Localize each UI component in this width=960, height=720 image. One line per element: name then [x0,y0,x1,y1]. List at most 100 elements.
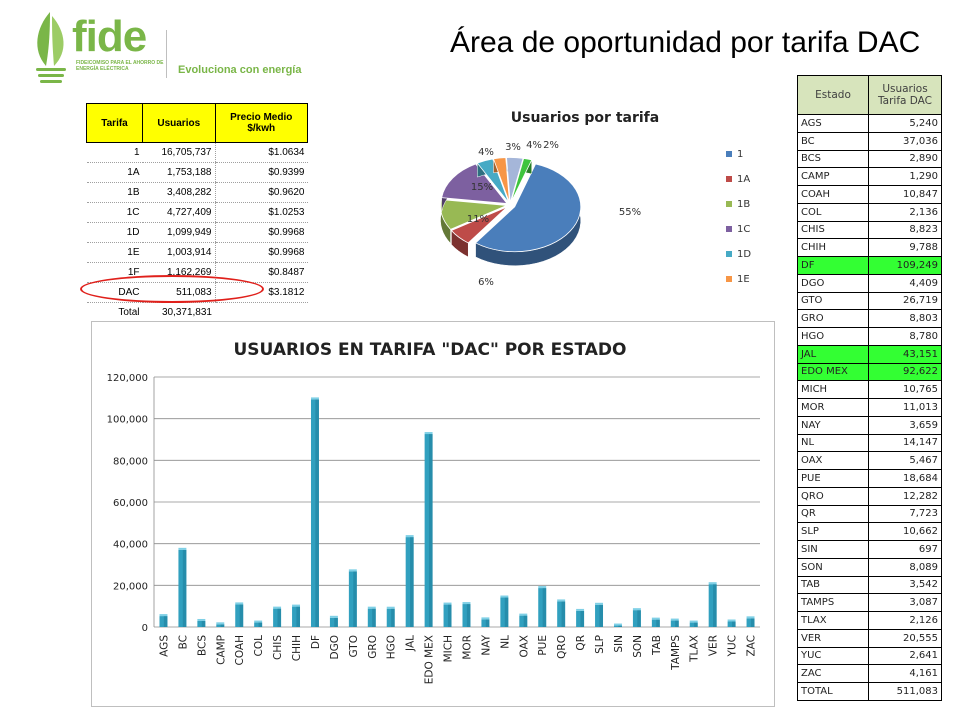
x-tick-label: BCS [196,635,208,656]
bar [632,610,641,627]
x-tick-label: COAH [234,635,246,666]
logo-tagline: Evoluciona con energía [178,64,302,76]
bar-top [178,547,187,550]
pie-slice-label: 11% [467,214,489,225]
bar [235,604,244,627]
x-tick-label: CHIH [291,635,303,661]
table-row: BC 37,036 [797,131,942,151]
y-tick-label: 60,000 [113,498,148,509]
estado-cell: SLP [797,522,869,541]
legend-swatch [726,176,732,182]
estado-cell: BCS [797,149,869,169]
bar-shade [239,604,244,627]
valor-cell: 37,036 [868,131,942,151]
estado-cell: EDO MEX [797,362,869,382]
bar-top [254,620,263,623]
valor-cell: 8,803 [868,309,942,328]
precio-cell: $0.9968 [214,242,308,263]
estado-cell: SIN [797,540,869,559]
valor-cell: 26,719 [868,291,942,311]
bar [613,625,622,627]
x-tick-label: SLP [594,635,606,654]
bar-shade [694,622,698,627]
precio-cell: $0.9399 [214,162,308,183]
usuarios-cell: 1,003,914 [142,242,215,263]
bar [689,622,698,627]
bar-shade [315,399,319,627]
total-label: Total [118,307,140,318]
bar-top [538,586,547,589]
table-row: QR 7,723 [797,504,942,524]
bar-top [670,618,679,621]
bar [462,604,471,627]
table-total-row: TOTAL 511,083 [797,682,942,701]
estado-cell: JAL [797,344,869,364]
table-row: TLAX 2,126 [797,611,942,630]
bar-top [651,617,660,620]
table-row: GRO 8,803 [797,309,942,328]
bar-shade [485,619,490,627]
pie-slice-label: 4% [526,140,542,151]
x-tick-label: SIN [613,635,625,653]
legend-label: 1C [737,224,750,235]
x-tick-label: DGO [329,635,341,660]
table-row: DGO 4,409 [797,273,942,293]
bar-top [348,569,357,572]
estado-cell: GRO [797,309,869,328]
bar [651,619,660,627]
table-row: COL 2,136 [797,202,942,222]
estado-cell: CHIH [797,238,869,257]
x-tick-label: PUE [537,635,549,656]
bar-top [576,608,585,611]
bar-top [613,623,622,626]
bar [746,618,755,627]
table-row: AGS 5,240 [797,114,942,133]
x-tick-label: HGO [386,635,398,659]
pie-slice [510,157,533,203]
bar-shade [391,608,395,627]
table-row: SON 8,089 [797,557,942,577]
bar-chart-title: USUARIOS EN TARIFA "DAC" POR ESTADO [233,340,626,360]
legend-label: 1A [737,174,750,185]
x-tick-label: CHIS [272,635,284,660]
valor-cell: 2,641 [868,646,942,666]
y-tick-label: 40,000 [113,540,148,551]
bar-shade [656,619,660,627]
x-tick-label: GTO [348,635,360,657]
bar-shade [675,620,679,627]
bar-top [367,606,376,609]
valor-cell: 3,087 [868,593,942,612]
bar-top [159,614,168,617]
table-row: 1E 1,003,914 $0.9968 [86,242,308,263]
valor-cell: 7,723 [868,504,942,524]
bar [405,537,414,627]
valor-cell: 8,089 [868,557,942,577]
bar-top [216,622,225,625]
y-axis: 0 20,000 40,000 60,000 80,000 100,000 120,000 [107,373,760,634]
bar-shade [334,617,338,627]
valor-cell: 2,126 [868,611,942,630]
x-tick-label: ZAC [746,635,758,657]
bar-shade [580,610,585,627]
y-tick-label: 80,000 [113,456,148,467]
bar-shade [163,616,168,627]
bar-shade [258,622,263,627]
x-tick-label: TLAX [689,635,701,663]
valor-cell: 1,290 [868,167,942,186]
valor-cell: 3,659 [868,415,942,435]
y-tick-label: 120,000 [107,373,148,384]
table-row: SLP 10,662 [797,522,942,541]
table-row: HGO 8,780 [797,327,942,346]
valor-cell: 10,662 [868,522,942,541]
bar-top [292,604,301,607]
table-row: EDO MEX 92,622 [797,362,942,382]
bar-shade [713,584,717,627]
table-row: OAX 5,467 [797,451,942,470]
bar-top [746,616,755,619]
table-row: CHIH 9,788 [797,238,942,257]
table-row: COAH 10,847 [797,185,942,204]
valor-cell: 43,151 [868,344,942,364]
bar [519,615,528,627]
x-tick-label: QR [575,635,587,651]
valor-cell: 697 [868,540,942,559]
